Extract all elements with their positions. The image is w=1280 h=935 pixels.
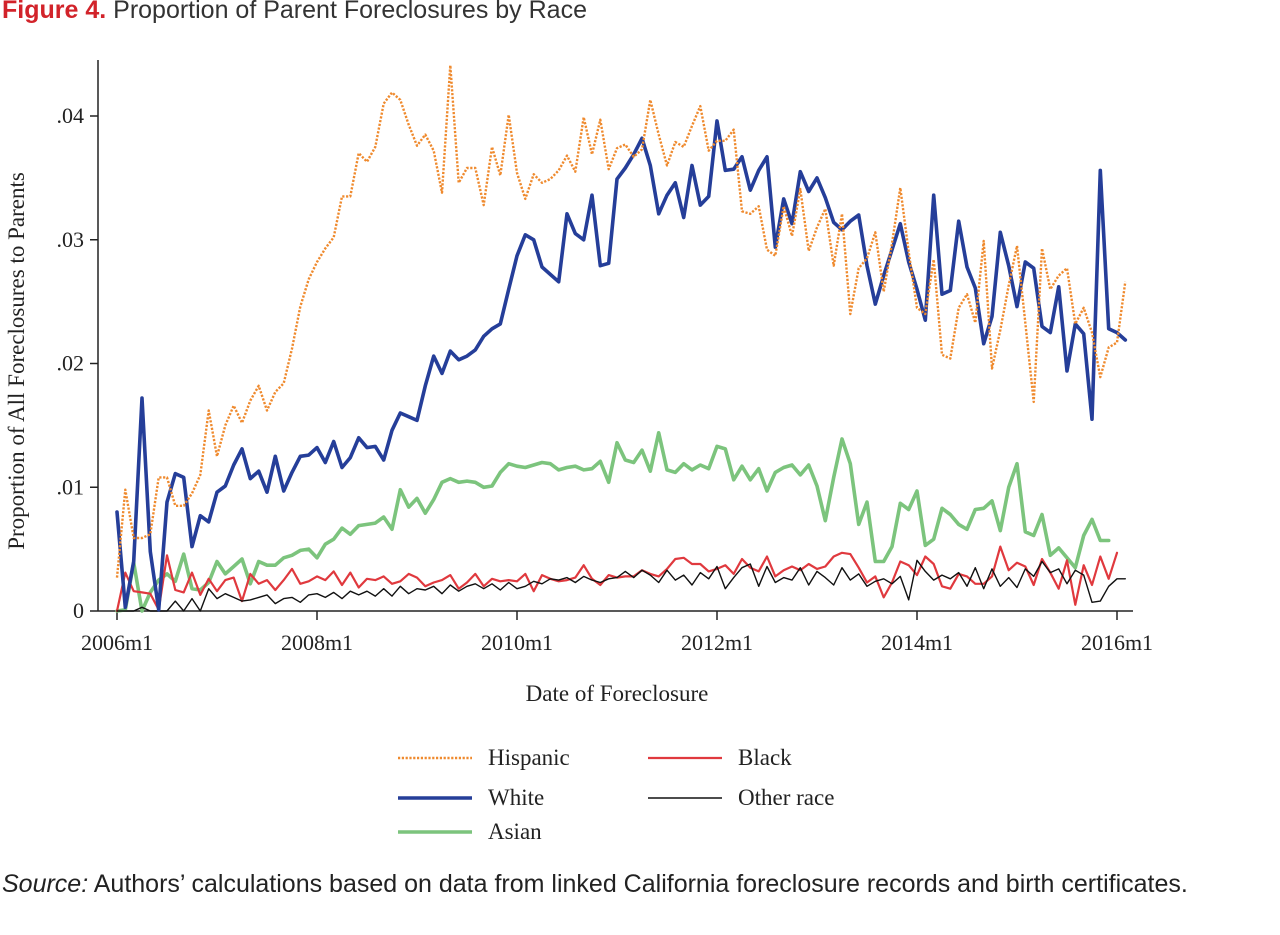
source-label: Source: <box>2 870 89 898</box>
line-chart: 0 .01 .02 .03 .04 2006m1 2008m1 2010m1 2012m1 201… <box>4 60 1153 844</box>
x-tick-label: 2012m1 <box>681 630 753 655</box>
series-line-hispanic <box>115 64 1127 578</box>
chart-lines <box>115 64 1128 613</box>
chart-axes: 0 .01 .02 .03 .04 2006m1 2008m1 2010m1 2012m1 201… <box>4 60 1153 706</box>
legend-label-black: Black <box>738 745 792 770</box>
x-tick-label: 2010m1 <box>481 630 553 655</box>
series-line-white <box>115 119 1128 612</box>
x-tick-label: 2008m1 <box>281 630 353 655</box>
y-axis-title: Proportion of All Foreclosures to Parent… <box>4 172 29 550</box>
figure-title: Figure 4. Proportion of Parent Foreclosu… <box>2 0 587 25</box>
legend-label-hispanic: Hispanic <box>488 745 570 770</box>
chart-legend: Hispanic White Asian Black Other race <box>398 745 834 844</box>
y-tick-label: .01 <box>57 474 85 499</box>
x-tick-label: 2016m1 <box>1081 630 1153 655</box>
y-tick-label: .04 <box>57 103 85 128</box>
legend-label-white: White <box>488 785 544 810</box>
series-line-other-race <box>116 559 1127 612</box>
y-tick-label: .03 <box>57 227 85 252</box>
source-text: Authors’ calculations based on data from… <box>93 870 1188 898</box>
figure-label: Figure 4. <box>2 0 107 24</box>
figure-title-text: Proportion of Parent Foreclosures by Rac… <box>113 0 587 24</box>
series-line-black <box>115 545 1119 613</box>
y-tick-label: .02 <box>57 351 85 376</box>
legend-label-asian: Asian <box>488 819 542 844</box>
x-tick-label: 2006m1 <box>81 630 153 655</box>
y-tick-label: 0 <box>73 598 84 623</box>
x-tick-label: 2014m1 <box>881 630 953 655</box>
legend-label-other-race: Other race <box>738 785 834 810</box>
x-axis-title: Date of Foreclosure <box>526 681 709 706</box>
series-line-asian <box>115 430 1111 613</box>
source-note: Source: Authors’ calculations based on d… <box>2 866 1278 902</box>
